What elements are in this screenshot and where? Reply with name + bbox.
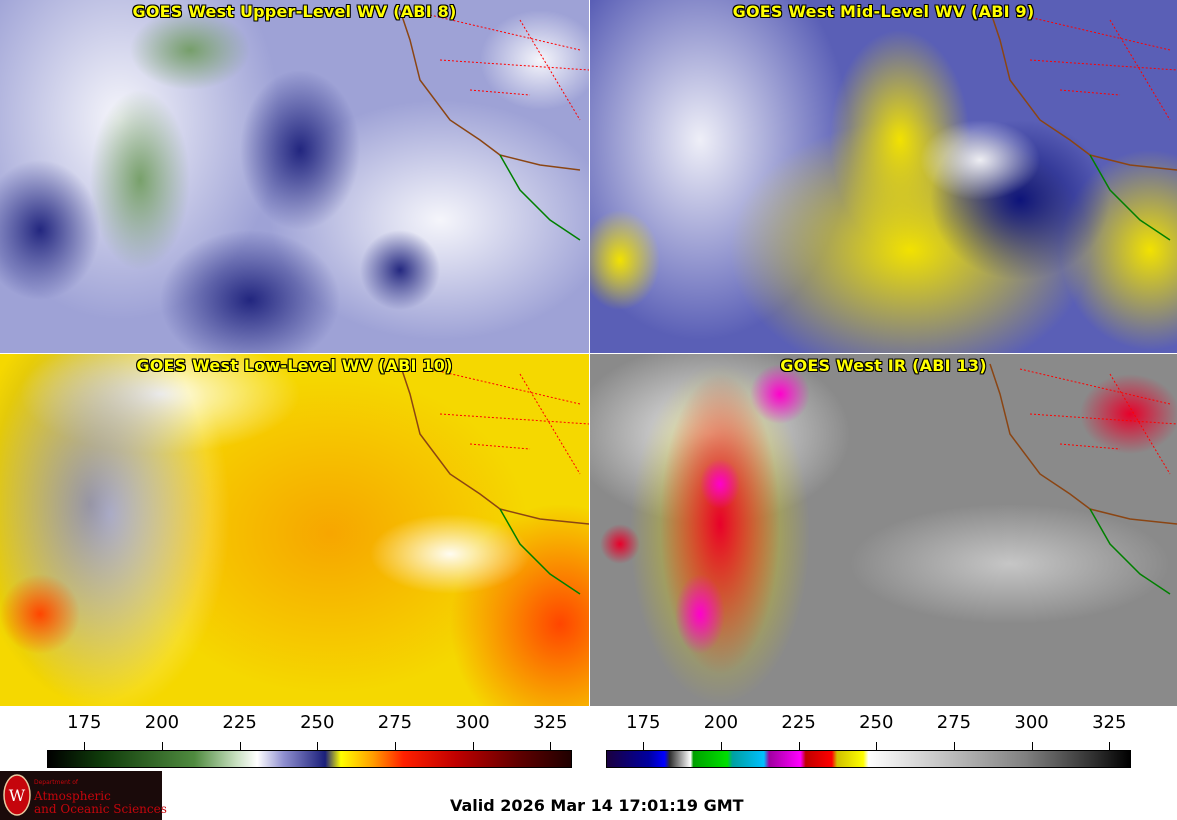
- colorbar-tick: [643, 742, 645, 750]
- panel-mid-level-wv: GOES West Mid-Level WV (ABI 9): [590, 0, 1177, 353]
- colorbar-tick: [317, 742, 319, 750]
- mid-level-wv-image: [590, 0, 1177, 353]
- wv-colorbar: 175 200 225 250 275 300 325: [47, 712, 572, 770]
- panel-title: GOES West Mid-Level WV (ABI 9): [732, 2, 1035, 21]
- logo-line1: Atmospheric: [34, 789, 111, 803]
- ir-image: [590, 354, 1177, 706]
- colorbar-tick-label: 325: [1092, 712, 1127, 733]
- colorbar-tick: [1031, 742, 1033, 750]
- colorbar-tick: [550, 742, 552, 750]
- colorbar-tick-label: 300: [1014, 712, 1049, 733]
- svg-text:W: W: [9, 786, 26, 805]
- panel-low-level-wv: GOES West Low-Level WV (ABI 10): [0, 354, 589, 706]
- colorbar-tick-label: 275: [936, 712, 972, 733]
- panel-upper-level-wv: GOES West Upper-Level WV (ABI 8): [0, 0, 589, 353]
- upper-level-wv-image: [0, 0, 589, 353]
- ir-colorbar: 175 200 225 250 275 300 325: [606, 712, 1131, 770]
- colorbar-tick: [239, 742, 241, 750]
- colorbar-tick-label: 250: [859, 712, 894, 733]
- panel-title: GOES West Upper-Level WV (ABI 8): [132, 2, 457, 21]
- logo-dept-text: Department of: [34, 779, 78, 786]
- colorbar-tick-label: 250: [300, 712, 335, 733]
- colorbar-tick-label: 200: [703, 712, 739, 733]
- colorbar-tick-label: 275: [377, 712, 413, 733]
- colorbar-tick-label: 225: [222, 712, 257, 733]
- colorbar-tick: [876, 742, 878, 750]
- low-level-wv-image: [0, 354, 589, 706]
- colorbar-tick: [953, 742, 955, 750]
- colorbar-tick: [472, 742, 474, 750]
- colorbar-tick-label: 225: [781, 712, 816, 733]
- colorbar-tick: [84, 742, 86, 750]
- valid-time: Valid 2026 Mar 14 17:01:19 GMT: [450, 796, 744, 815]
- logo-line2: and Oceanic Sciences: [34, 802, 167, 816]
- colorbar-tick-label: 175: [626, 712, 661, 733]
- panel-title: GOES West Low-Level WV (ABI 10): [136, 356, 453, 375]
- colorbar-tick: [1109, 742, 1111, 750]
- colorbar-tick: [798, 742, 800, 750]
- uw-crest-icon: W: [3, 774, 31, 816]
- aos-logo: W Department of Atmospheric and Oceanic …: [0, 771, 167, 820]
- wv-colorbar-gradient: [47, 750, 572, 768]
- colorbar-tick: [720, 742, 722, 750]
- panel-ir: GOES West IR (ABI 13): [590, 354, 1177, 706]
- colorbar-tick-label: 300: [455, 712, 490, 733]
- colorbar-tick-label: 200: [144, 712, 180, 733]
- panel-title: GOES West IR (ABI 13): [780, 356, 987, 375]
- colorbar-tick-label: 175: [67, 712, 102, 733]
- ir-colorbar-gradient: [606, 750, 1131, 768]
- colorbar-tick: [161, 742, 163, 750]
- colorbar-tick: [394, 742, 396, 750]
- colorbar-tick-label: 325: [533, 712, 568, 733]
